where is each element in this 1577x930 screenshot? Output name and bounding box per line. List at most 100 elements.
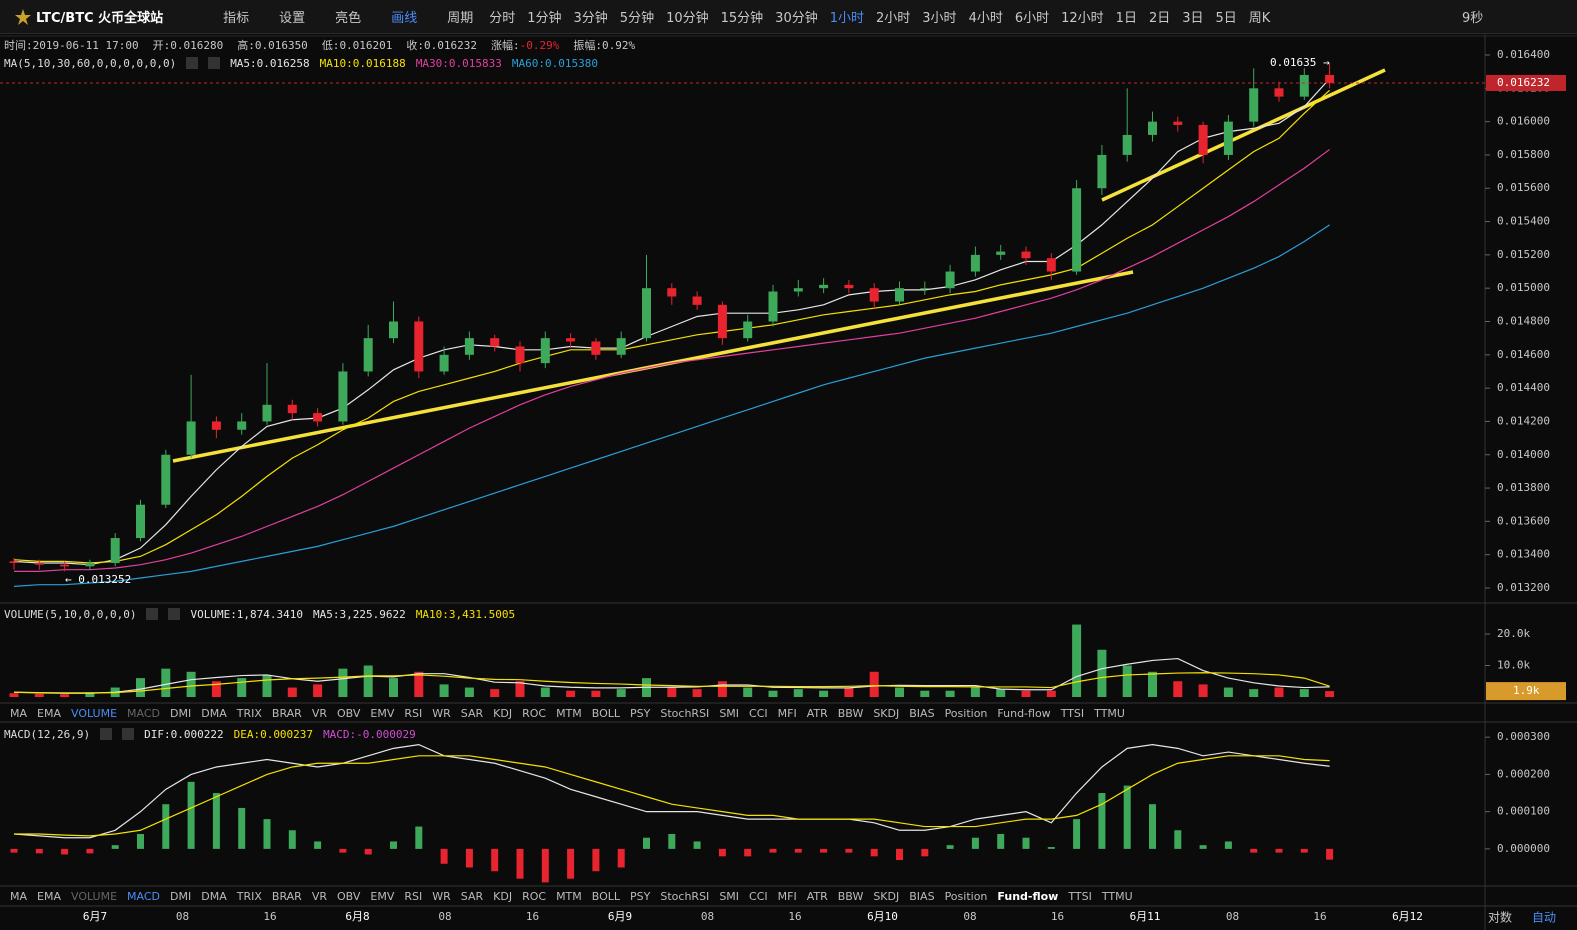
- indicator-tab[interactable]: TTSI: [1060, 707, 1085, 720]
- trend-line[interactable]: [1101, 68, 1386, 202]
- indicator-tab[interactable]: TTSI: [1068, 890, 1092, 903]
- indicator-tab[interactable]: PSY: [630, 707, 651, 720]
- indicator-tab[interactable]: RSI: [404, 707, 423, 720]
- indicator-tab[interactable]: TTMU: [1101, 890, 1133, 903]
- symbol[interactable]: LTC/BTC 火币全球站: [36, 11, 164, 26]
- period-button[interactable]: 5分钟: [619, 11, 655, 26]
- period-button[interactable]: 3分钟: [573, 11, 608, 26]
- indicator-tab[interactable]: StochRSI: [660, 707, 710, 720]
- volume-bar: [667, 687, 677, 698]
- indicator-tab[interactable]: ATR: [806, 707, 828, 720]
- indicator-tab[interactable]: VOLUME: [70, 890, 118, 903]
- indicator-tab[interactable]: SAR: [460, 890, 484, 903]
- period-button[interactable]: 2日: [1148, 11, 1171, 26]
- indicator-tab[interactable]: WR: [432, 707, 451, 720]
- indicator-tab[interactable]: KDJ: [493, 707, 513, 720]
- indicator-tab[interactable]: CCI: [749, 890, 768, 903]
- indicator-tab[interactable]: DMA: [201, 890, 227, 903]
- star-icon[interactable]: [14, 8, 32, 26]
- indicator-tab[interactable]: EMV: [370, 890, 395, 903]
- indicator-tab[interactable]: Position: [944, 890, 988, 903]
- indicator-tab[interactable]: OBV: [337, 890, 361, 903]
- indicator-tab[interactable]: PSY: [630, 890, 651, 903]
- indicator-tab[interactable]: EMA: [37, 707, 61, 720]
- indicator-tab[interactable]: CCI: [749, 707, 768, 720]
- period-button[interactable]: 分时: [489, 11, 516, 26]
- indicator-tab[interactable]: SMI: [719, 707, 740, 720]
- indicator-tab[interactable]: Fund-flow: [997, 890, 1059, 903]
- indicator-tab[interactable]: BRAR: [271, 707, 302, 720]
- period-button[interactable]: 10分钟: [666, 11, 709, 26]
- period-button[interactable]: 1小时: [829, 11, 864, 26]
- period-button[interactable]: 6小时: [1014, 11, 1050, 26]
- indicator-tab[interactable]: MA: [10, 890, 28, 903]
- settings-icon[interactable]: [186, 57, 199, 69]
- indicator-tab[interactable]: EMV: [370, 707, 395, 720]
- indicator-tab[interactable]: MACD: [127, 890, 161, 903]
- indicator-tab[interactable]: KDJ: [493, 890, 513, 903]
- period-button[interactable]: 15分钟: [720, 11, 764, 26]
- indicator-tab[interactable]: OBV: [337, 707, 361, 720]
- indicator-tab[interactable]: ROC: [522, 890, 547, 903]
- tool-button[interactable]: 指标: [223, 11, 250, 26]
- period-button[interactable]: 周K: [1248, 11, 1271, 26]
- indicator-tab[interactable]: DMA: [201, 707, 227, 720]
- last-price-label: 0.016232: [1497, 76, 1550, 89]
- period-button[interactable]: 3小时: [922, 11, 957, 26]
- period-button[interactable]: 5日: [1215, 11, 1237, 26]
- indicator-tab[interactable]: BIAS: [909, 707, 935, 720]
- period-button[interactable]: 12小时: [1061, 11, 1104, 26]
- close-icon[interactable]: [168, 608, 181, 620]
- indicator-tab[interactable]: WR: [432, 890, 451, 903]
- axis-button[interactable]: 自动: [1532, 911, 1556, 925]
- indicator-tab[interactable]: TRIX: [236, 890, 262, 903]
- indicator-tab[interactable]: BBW: [837, 707, 864, 720]
- indicator-tab[interactable]: MFI: [777, 707, 797, 720]
- close-icon[interactable]: [122, 728, 135, 740]
- period-button[interactable]: 4小时: [968, 11, 1003, 26]
- period-button[interactable]: 1分钟: [527, 11, 562, 26]
- indicator-tab[interactable]: MFI: [777, 890, 797, 903]
- settings-icon[interactable]: [146, 608, 159, 620]
- tool-button[interactable]: 画线: [391, 11, 418, 26]
- indicator-tab[interactable]: ROC: [522, 707, 547, 720]
- period-label[interactable]: 周期: [447, 11, 474, 26]
- indicator-tab[interactable]: VR: [311, 707, 327, 720]
- indicator-tab[interactable]: DMI: [170, 707, 192, 720]
- indicator-tab[interactable]: Fund-flow: [997, 707, 1051, 720]
- indicator-tab[interactable]: DMI: [170, 890, 192, 903]
- period-button[interactable]: 30分钟: [775, 11, 818, 26]
- indicator-tab[interactable]: SMI: [719, 890, 740, 903]
- indicator-tab[interactable]: StochRSI: [660, 890, 710, 903]
- indicator-tab[interactable]: SKDJ: [873, 890, 900, 903]
- period-button[interactable]: 2小时: [876, 11, 911, 26]
- indicator-tab[interactable]: BIAS: [909, 890, 935, 903]
- indicator-tab[interactable]: SKDJ: [873, 707, 900, 720]
- indicator-tab[interactable]: MACD: [127, 707, 161, 720]
- indicator-tab[interactable]: VR: [311, 890, 327, 903]
- indicator-tab[interactable]: RSI: [404, 890, 423, 903]
- info-label: 高:: [237, 38, 255, 52]
- indicator-tab[interactable]: BBW: [837, 890, 864, 903]
- indicator-tab[interactable]: BOLL: [591, 890, 621, 903]
- indicator-tab[interactable]: TRIX: [236, 707, 262, 720]
- indicator-tab[interactable]: VOLUME: [70, 707, 118, 720]
- indicator-tab[interactable]: TTMU: [1094, 707, 1125, 720]
- tool-button[interactable]: 设置: [279, 11, 306, 26]
- refresh[interactable]: 9秒: [1462, 11, 1484, 26]
- settings-icon[interactable]: [100, 728, 113, 740]
- indicator-tab[interactable]: ATR: [806, 890, 828, 903]
- indicator-tab[interactable]: Position: [944, 707, 988, 720]
- close-icon[interactable]: [208, 57, 221, 69]
- indicator-tab[interactable]: EMA: [37, 890, 61, 903]
- indicator-tab[interactable]: BOLL: [591, 707, 621, 720]
- indicator-tab[interactable]: MA: [10, 707, 28, 720]
- period-button[interactable]: 3日: [1182, 11, 1204, 26]
- indicator-tab[interactable]: BRAR: [271, 890, 302, 903]
- axis-button[interactable]: 对数: [1488, 910, 1512, 925]
- indicator-tab[interactable]: MTM: [556, 707, 582, 720]
- period-button[interactable]: 1日: [1115, 11, 1137, 26]
- indicator-tab[interactable]: MTM: [556, 890, 582, 903]
- indicator-tab[interactable]: SAR: [460, 707, 484, 720]
- tool-button[interactable]: 亮色: [335, 11, 362, 26]
